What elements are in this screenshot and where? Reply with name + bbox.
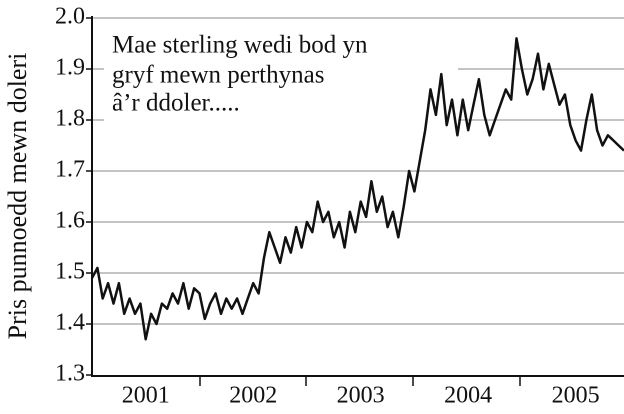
line [90,37,624,341]
x-tick-label: 2002 [229,383,277,409]
annotation: â’r ddoler..... [112,90,240,117]
annotation: Mae sterling wedi bod yn [112,32,368,59]
y-tick-label: 1.8 [55,106,85,132]
y-axis-label: Pris punnoedd mewn doleri [3,53,32,340]
y-tick-label: 1.9 [55,55,85,81]
x-tick-label: 2005 [552,383,600,409]
x-tick-label: 2004 [444,383,492,409]
annotation: gryf mewn perthynas [112,62,324,89]
y-tick-label: 1.5 [55,259,85,285]
y-tick-label: 1.3 [55,361,85,387]
y-tick-label: 1.4 [55,310,85,336]
y-tick-label: 1.6 [55,208,85,234]
x-tick-label: 2001 [122,383,170,409]
y-tick-label: 2.0 [55,4,85,30]
x-tick-label: 2003 [337,383,385,409]
y-tick-label: 1.7 [55,157,85,183]
annotation-background [104,28,458,122]
